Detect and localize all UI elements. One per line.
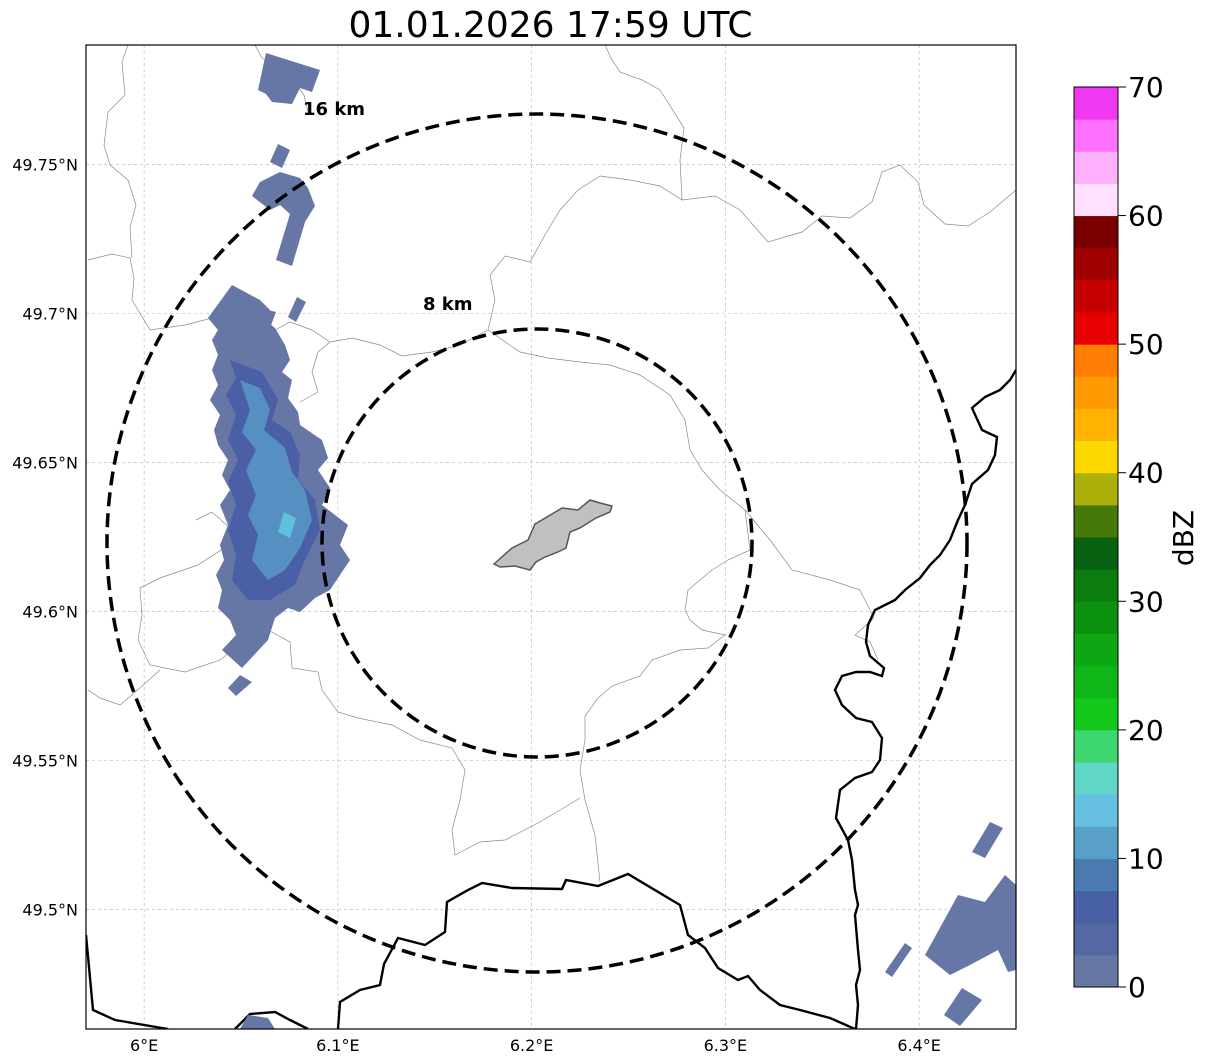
border-france: [86, 934, 169, 1029]
admin-boundary: [87, 253, 331, 403]
echo-cluster-north: [252, 53, 320, 322]
chart-title: 01.01.2026 17:59 UTC: [348, 5, 753, 46]
echo-cell: [270, 144, 290, 168]
range-ring-16km: [105, 112, 969, 974]
latitude-tick-labels: 49.5°N 49.55°N 49.6°N 49.65°N 49.7°N 49.75°N: [12, 155, 78, 919]
echo-cell: [240, 1015, 275, 1029]
admin-boundary: [684, 509, 751, 636]
admin-boundary: [87, 669, 161, 706]
admin-boundary: [487, 329, 746, 511]
echo-cell: [944, 988, 982, 1026]
latitude-tick-label: 49.6°N: [22, 603, 78, 622]
admin-boundary: [604, 45, 685, 201]
latitude-tick-label: 49.55°N: [12, 752, 78, 771]
radar-echoes: [208, 53, 1016, 1029]
range-ring-label-16km: 16 km: [303, 99, 365, 120]
border-france: [336, 872, 856, 1029]
echo-cell: [240, 380, 312, 580]
echo-cluster-south: [240, 1015, 275, 1029]
border-germany: [833, 369, 1016, 1029]
echo-cell: [278, 512, 296, 538]
admin-boundary: [139, 511, 231, 589]
longitude-tick-label: 6.2°E: [510, 1036, 554, 1055]
range-rings: [105, 112, 969, 974]
echo-cell: [258, 53, 320, 104]
echo-cluster-main: [208, 285, 350, 696]
echo-cell: [228, 675, 252, 696]
latitude-tick-label: 49.75°N: [12, 155, 78, 174]
echo-cell: [885, 943, 912, 977]
country-borders: [86, 369, 1016, 1029]
echo-cell: [258, 308, 276, 328]
longitude-tick-label: 6°E: [130, 1036, 158, 1055]
admin-boundary: [329, 164, 1016, 357]
admin-boundary: [103, 45, 137, 259]
echo-cell: [252, 172, 315, 266]
border-france: [234, 1010, 309, 1029]
admin-boundary: [137, 587, 581, 856]
latitude-tick-label: 49.65°N: [12, 453, 78, 472]
longitude-tick-label: 6.3°E: [704, 1036, 748, 1055]
longitude-tick-label: 6.4°E: [897, 1036, 941, 1055]
echo-cell: [288, 297, 306, 322]
echo-cell: [925, 875, 1016, 975]
latitude-tick-label: 49.5°N: [22, 901, 78, 920]
longitude-tick-labels: 6°E 6.1°E 6.2°E 6.3°E 6.4°E: [130, 1036, 941, 1055]
map-frame: [85, 44, 1017, 1030]
admin-boundary: [579, 634, 726, 883]
range-ring-8km: [320, 327, 754, 759]
echo-cluster-southeast: [885, 822, 1016, 1026]
range-ring-label-8km: 8 km: [423, 294, 473, 315]
longitude-tick-label: 6.1°E: [316, 1036, 360, 1055]
latitude-tick-label: 49.7°N: [22, 304, 78, 323]
urban-area: [492, 499, 613, 571]
echo-cell: [972, 822, 1003, 858]
admin-boundary: [744, 509, 879, 661]
